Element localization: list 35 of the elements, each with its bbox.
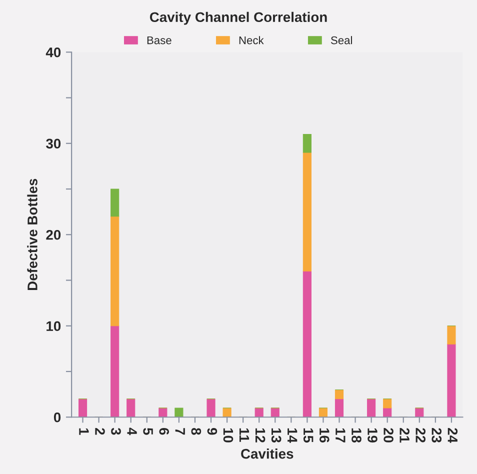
y-tick-label: 30 bbox=[46, 138, 61, 149]
x-tick-label: 22 bbox=[416, 428, 426, 442]
x-tick-label: 12 bbox=[256, 428, 266, 442]
x-tick-label: 14 bbox=[288, 428, 298, 443]
legend-label: Seal bbox=[330, 36, 352, 44]
x-tick-label: 9 bbox=[207, 428, 218, 435]
x-tick-label: 18 bbox=[352, 428, 362, 443]
y-tick-label: 0 bbox=[54, 412, 61, 422]
x-tick-label: 13 bbox=[271, 428, 282, 442]
x-tick-label: 23 bbox=[432, 428, 442, 442]
x-tick-label: 15 bbox=[303, 428, 314, 443]
x-tick-label: 8 bbox=[191, 428, 202, 435]
x-tick-label: 4 bbox=[127, 428, 137, 436]
x-tick-label: 3 bbox=[111, 428, 121, 435]
legend-label: Neck bbox=[239, 36, 264, 44]
y-tick-label: 10 bbox=[46, 321, 61, 332]
x-tick-label: 6 bbox=[159, 428, 170, 435]
y-axis-title: Defective Bottles bbox=[27, 178, 38, 290]
x-tick-label: 24 bbox=[448, 428, 458, 443]
x-tick-label: 7 bbox=[175, 428, 185, 435]
x-tick-label: 21 bbox=[400, 428, 410, 443]
x-tick-label: 5 bbox=[143, 428, 153, 435]
x-tick-label: 10 bbox=[223, 428, 234, 442]
x-tick-label: 2 bbox=[95, 428, 105, 435]
y-tick-label: 40 bbox=[46, 47, 61, 58]
x-tick-label: 20 bbox=[384, 428, 394, 442]
legend-label: Base bbox=[147, 36, 172, 44]
x-tick-label: 1 bbox=[79, 428, 89, 435]
x-tick-label: 19 bbox=[368, 428, 378, 442]
x-axis-title: Cavities bbox=[241, 448, 294, 459]
x-tick-label: 11 bbox=[239, 428, 250, 442]
chart-title: Cavity Channel Correlation bbox=[150, 12, 327, 25]
x-tick-label: 17 bbox=[336, 428, 346, 442]
y-tick-label: 20 bbox=[46, 230, 61, 240]
x-tick-label: 16 bbox=[320, 428, 330, 442]
